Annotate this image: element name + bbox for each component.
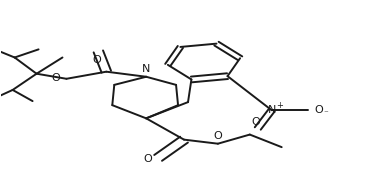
Text: O: O [214, 131, 222, 141]
Text: O: O [92, 55, 101, 64]
Text: ⁻: ⁻ [324, 110, 328, 119]
Text: O: O [144, 154, 152, 164]
Text: O: O [314, 105, 323, 115]
Text: N: N [268, 105, 276, 115]
Text: N: N [142, 64, 151, 74]
Text: +: + [276, 101, 283, 110]
Text: O: O [51, 73, 60, 83]
Text: O: O [252, 117, 260, 127]
